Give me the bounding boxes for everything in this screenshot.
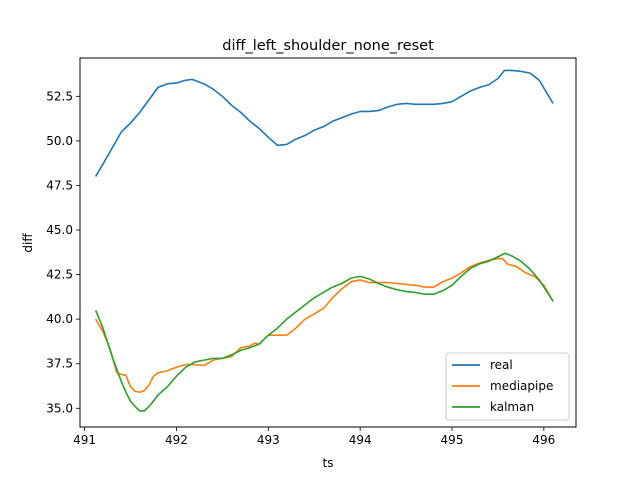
y-tick-label: 52.5: [46, 89, 73, 103]
legend-label-real: real: [490, 358, 513, 372]
legend-label-kalman: kalman: [490, 400, 534, 414]
y-axis: 35.0 37.5 40.0 42.5 45.0 47.5 50.0 52.5: [46, 89, 80, 415]
legend-label-mediapipe: mediapipe: [490, 379, 553, 393]
plot-frame: [79, 57, 577, 428]
x-tick-label: 495: [441, 433, 464, 447]
series-line-kalman: [94, 252, 554, 412]
x-tick-label: 491: [73, 433, 96, 447]
x-tick-label: 494: [349, 433, 372, 447]
series-line-real: [94, 69, 554, 177]
y-tick-label: 35.0: [46, 401, 73, 415]
y-axis-label: diff: [21, 233, 35, 253]
chart-title: diff_left_shoulder_none_reset: [222, 38, 434, 54]
y-tick-label: 50.0: [46, 134, 73, 148]
y-tick-label: 47.5: [46, 178, 73, 192]
y-tick-label: 42.5: [46, 268, 73, 282]
x-tick-label: 492: [165, 433, 188, 447]
legend: real mediapipe kalman: [445, 352, 570, 421]
y-tick-label: 40.0: [46, 312, 73, 326]
x-tick-label: 496: [532, 433, 555, 447]
series-line-mediapipe: [94, 257, 554, 394]
x-axis: 491 492 493 494 495 496: [73, 427, 555, 447]
plot-area: [94, 69, 554, 412]
x-tick-label: 493: [257, 433, 280, 447]
y-tick-label: 37.5: [46, 357, 73, 371]
legend-box: [445, 352, 570, 421]
x-axis-label: ts: [323, 456, 334, 470]
y-tick-label: 45.0: [46, 223, 73, 237]
